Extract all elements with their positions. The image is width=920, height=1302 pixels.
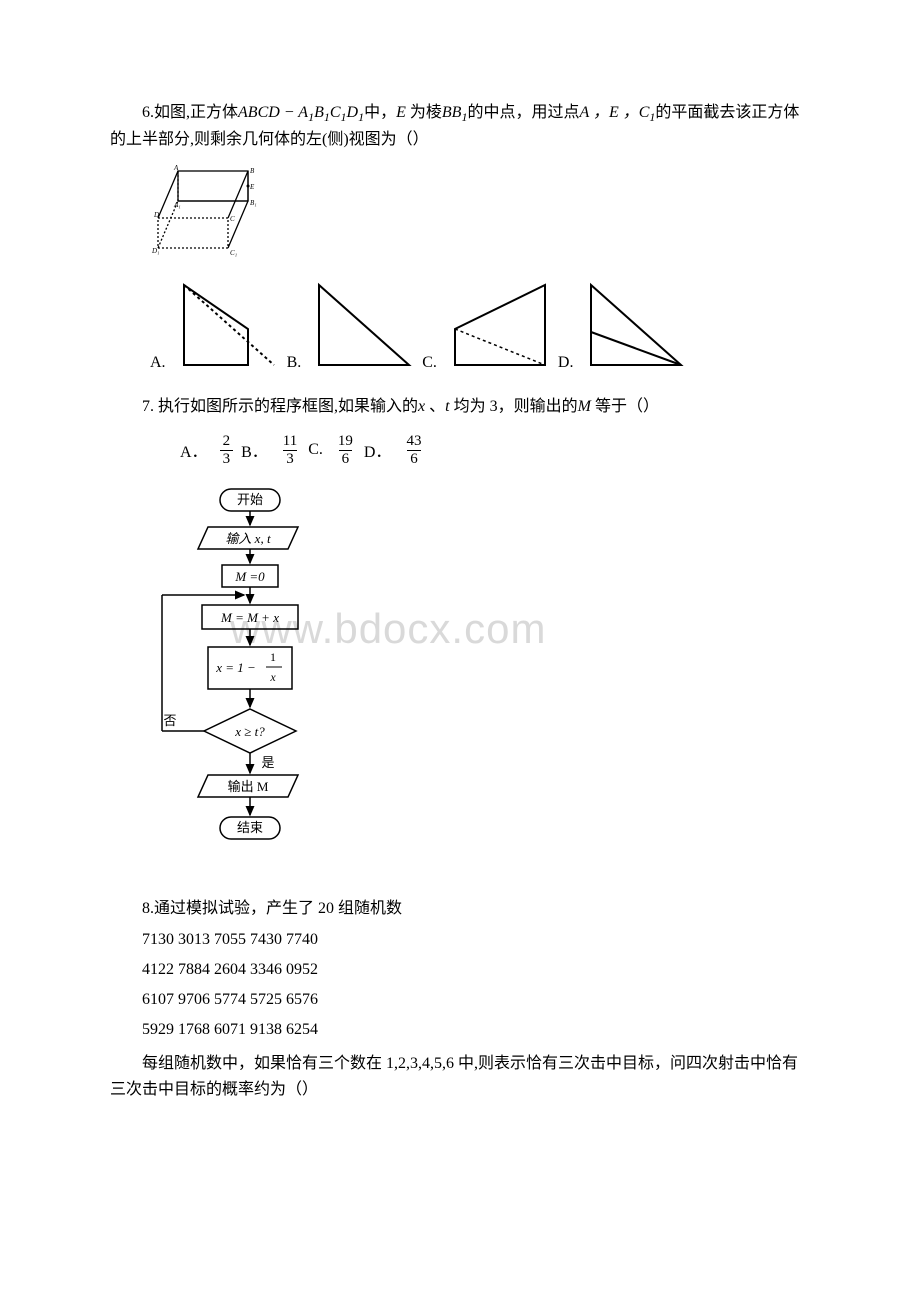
svg-text:x = 1 −: x = 1 − <box>215 660 256 675</box>
q8-line2: 每组随机数中，如果恰有三个数在 1,2,3,4,5,6 中,则表示恰有三次击中目… <box>110 1051 810 1102</box>
svg-text:D₁: D₁ <box>151 247 160 255</box>
q6-mid3: 的中点，用过点 <box>467 104 579 121</box>
q6-mid2: 为棱 <box>410 104 442 121</box>
q6-cube-expr: ABCD − A1B1C1D1 <box>238 104 364 121</box>
svg-text:输入 x, t: 输入 x, t <box>225 531 271 546</box>
q7-x: x <box>418 398 429 415</box>
flow-yes: 是 <box>261 755 274 770</box>
q6-label-D: D. <box>558 354 574 372</box>
svg-text:E: E <box>249 183 255 191</box>
q7-mid1: 、 <box>429 398 445 415</box>
q7-frac-A: 23 <box>220 434 234 467</box>
q6-option-D <box>583 277 688 372</box>
q6-label-A: A. <box>150 354 166 372</box>
svg-text:输出 M: 输出 M <box>228 779 269 794</box>
svg-text:D: D <box>153 211 159 219</box>
svg-text:x: x <box>269 670 276 684</box>
q6-label-C: C. <box>422 354 437 372</box>
svg-text:1: 1 <box>270 650 276 664</box>
q7-frac-C: 196 <box>335 434 356 467</box>
q6-option-A <box>176 277 281 372</box>
q8-row-3: 5929 1768 6071 9138 6254 <box>110 1021 810 1039</box>
q8-row-1: 4122 7884 2604 3346 0952 <box>110 961 810 979</box>
q6-text: 6.如图,正方体ABCD − A1B1C1D1中，E 为棱BB1的中点，用过点A… <box>110 100 810 153</box>
svg-text:B₁: B₁ <box>250 199 257 207</box>
svg-text:M = M + x: M = M + x <box>220 610 279 625</box>
q7-frac-D: 436 <box>403 434 424 467</box>
q7-options: A． 23 B． 113 C. 196 D． 436 <box>180 434 810 467</box>
svg-text:x ≥ t?: x ≥ t? <box>234 724 265 739</box>
q6-pts: A ，E ，C1 <box>579 104 655 121</box>
q7-M: M <box>578 398 595 415</box>
q7-frac-B: 113 <box>280 434 300 467</box>
q7-mid3: 等于（） <box>595 398 659 415</box>
cube-diagram: A B D C A₁ B₁ D₁ C₁ E <box>150 163 810 263</box>
svg-text:A₁: A₁ <box>173 201 181 209</box>
svg-text:M =0: M =0 <box>234 569 265 584</box>
q6-E: E <box>396 104 410 121</box>
flow-end: 结束 <box>237 820 263 835</box>
q6-mid1: 中， <box>364 104 396 121</box>
svg-text:C: C <box>230 215 235 223</box>
q7-mid2: 均为 3，则输出的 <box>454 398 578 415</box>
q6-option-C <box>447 277 552 372</box>
q7-label-D: D． <box>364 438 392 462</box>
q6-edge: BB1 <box>442 104 468 121</box>
q8-row-2: 6107 9706 5774 5725 6576 <box>110 991 810 1009</box>
flow-no: 否 <box>163 713 176 728</box>
q8-line1: 8.通过模拟试验，产生了 20 组随机数 <box>110 896 810 922</box>
svg-text:A: A <box>173 164 179 172</box>
q7-pre: 7. 执行如图所示的程序框图,如果输入的 <box>142 398 418 415</box>
q6-option-B <box>311 277 416 372</box>
q7-text: 7. 执行如图所示的程序框图,如果输入的x 、t 均为 3，则输出的M 等于（） <box>110 394 810 420</box>
flowchart: 开始 输入 x, t M =0 M = M + x x = 1 − 1 <box>140 485 810 880</box>
flow-start: 开始 <box>237 492 263 507</box>
q7-label-C: C. <box>308 441 323 459</box>
svg-text:B: B <box>250 167 255 175</box>
svg-text:C₁: C₁ <box>230 249 237 257</box>
q7-label-A: A． <box>180 438 208 462</box>
q8-row-0: 7130 3013 7055 7430 7740 <box>110 931 810 949</box>
q6-label-B: B. <box>287 354 302 372</box>
q7-t: t <box>445 398 453 415</box>
q6-choices: A. B. C. D. <box>150 277 810 372</box>
q6-pre: 6.如图,正方体 <box>142 104 238 121</box>
q7-label-B: B． <box>241 438 268 462</box>
